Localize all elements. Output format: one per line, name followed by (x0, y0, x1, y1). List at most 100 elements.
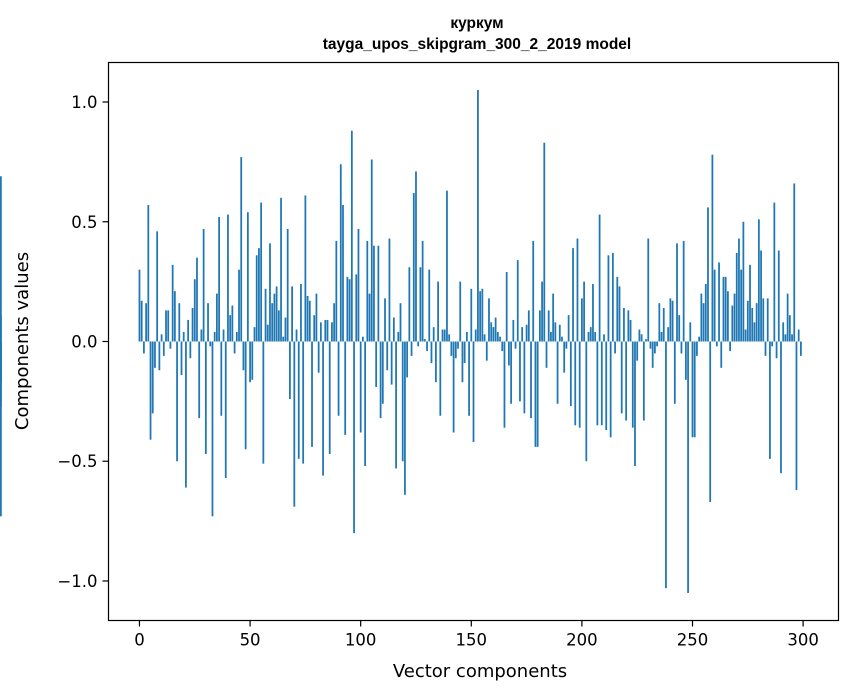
bar-107 (375, 341, 378, 387)
bar-140 (448, 334, 451, 342)
bar-125 (415, 171, 417, 342)
bar-248 (687, 341, 689, 593)
bar-108 (377, 245, 380, 342)
bar-20 (182, 331, 185, 342)
bar-281 (760, 250, 762, 342)
bar-10 (160, 334, 163, 342)
bar-22 (187, 319, 190, 342)
bar-176 (527, 310, 530, 342)
bar-195 (569, 341, 572, 407)
x-tick-label: 250 (677, 631, 709, 650)
bar-0 (138, 269, 141, 342)
bar-77 (308, 300, 311, 342)
bar-206 (594, 331, 597, 342)
bar-18 (178, 303, 181, 342)
bar-181 (538, 310, 541, 342)
bar-257 (707, 207, 709, 342)
bar-153 (477, 90, 479, 342)
bar-157 (485, 341, 488, 361)
bar-16 (173, 291, 176, 342)
bar-42 (231, 305, 234, 342)
bar-230 (647, 238, 650, 342)
bar-13 (167, 310, 170, 342)
bar-233 (654, 341, 656, 354)
bar-47 (242, 341, 245, 371)
bar-238 (665, 341, 667, 589)
bar-262 (718, 262, 720, 342)
bar-1 (140, 300, 143, 342)
bar-258 (709, 341, 712, 502)
bar-292 (784, 334, 787, 342)
bar-60 (271, 303, 274, 342)
bar-194 (567, 315, 570, 342)
bar-255 (702, 303, 705, 342)
bar-114 (390, 341, 393, 385)
bar-9 (158, 341, 161, 371)
bar-225 (636, 341, 639, 361)
bar-269 (733, 293, 736, 342)
bar-201 (583, 281, 585, 342)
bar-109 (379, 341, 382, 419)
bar-55 (260, 202, 263, 342)
bar-297 (795, 341, 798, 490)
bar-285 (769, 341, 771, 459)
bar-27 (198, 341, 201, 419)
bar-122 (408, 267, 411, 342)
bar-58 (266, 324, 269, 342)
bar-93 (344, 341, 347, 435)
bar-8 (156, 231, 159, 342)
bar-67 (286, 228, 289, 342)
bar-229 (645, 339, 647, 342)
bar-256 (704, 284, 707, 342)
bar-128 (421, 240, 424, 342)
bar-252 (696, 341, 698, 356)
bar-6 (151, 341, 154, 414)
bar-220 (625, 341, 628, 421)
bar-149 (468, 341, 470, 416)
bar-278 (753, 322, 756, 342)
bar-12 (165, 310, 167, 342)
bar-88 (333, 303, 336, 342)
bar-265 (724, 276, 727, 342)
bar-undefined (0, 315, 2, 342)
y-tick-label: −1.0 (57, 572, 97, 591)
bar-272 (740, 269, 743, 342)
bar-31 (207, 303, 209, 342)
bar-174 (523, 341, 526, 414)
bar-39 (224, 341, 227, 479)
bar-126 (417, 341, 420, 347)
bar-142 (452, 341, 455, 433)
bar-216 (616, 276, 619, 342)
chart-subtitle: tayga_upos_skipgram_300_2_2019 model (323, 36, 631, 53)
bar-undefined (0, 176, 2, 342)
chart-title: куркум (450, 15, 503, 32)
bar-218 (620, 341, 623, 414)
bar-115 (392, 317, 395, 342)
bar-26 (196, 257, 198, 342)
bar-116 (395, 341, 397, 469)
bar-139 (446, 190, 448, 342)
bar-37 (220, 341, 223, 416)
bar-204 (589, 327, 592, 342)
x-tick-label: 0 (134, 631, 145, 650)
bar-143 (454, 341, 457, 359)
bar-155 (481, 288, 484, 342)
bar-290 (780, 341, 782, 474)
bar-187 (552, 293, 555, 342)
bar-41 (229, 315, 232, 342)
bar-25 (193, 279, 196, 342)
bar-78 (311, 341, 313, 447)
bar-129 (423, 339, 426, 342)
bar-136 (439, 341, 442, 416)
x-tick-label: 150 (456, 631, 488, 650)
bar-15 (171, 264, 174, 342)
bar-64 (280, 197, 282, 342)
bar-197 (574, 341, 577, 426)
bar-89 (335, 240, 338, 342)
bar-23 (189, 341, 192, 359)
bar-110 (381, 341, 384, 404)
bar-239 (667, 327, 670, 342)
bar-163 (499, 336, 501, 342)
